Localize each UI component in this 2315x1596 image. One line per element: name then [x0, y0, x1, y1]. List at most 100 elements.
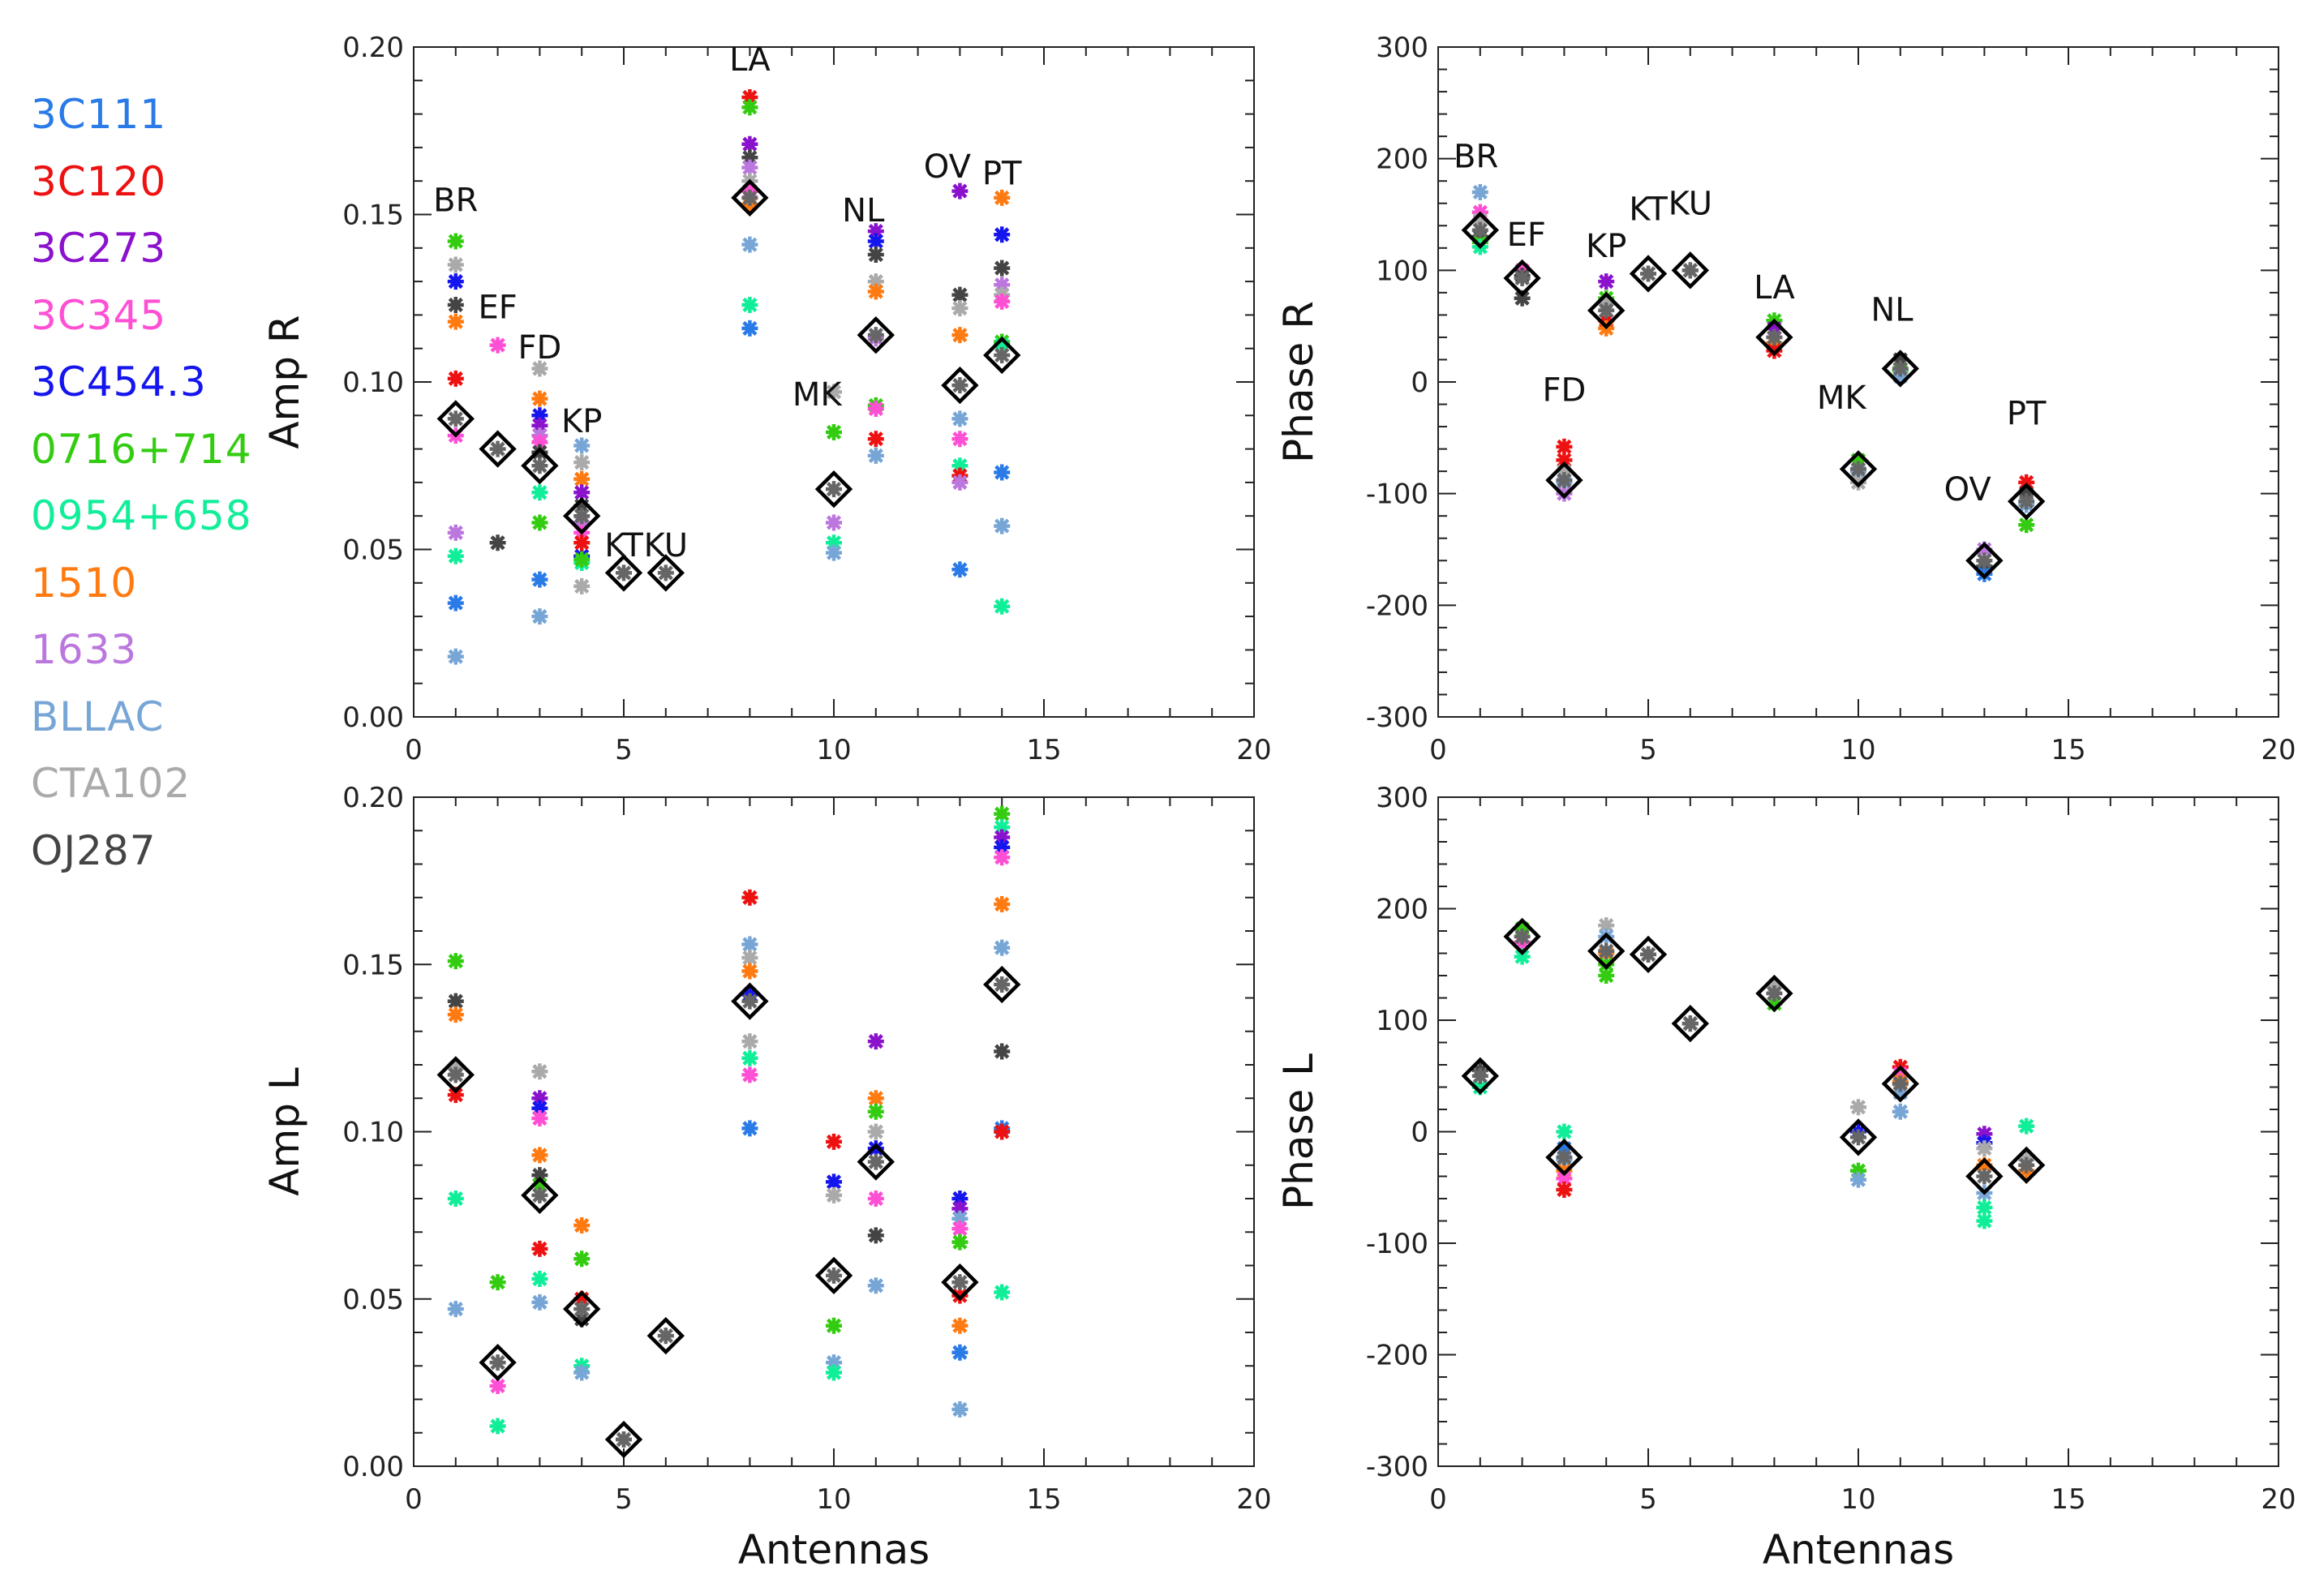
- data-point-3c454-3: [994, 839, 1011, 856]
- average-diamond: [563, 497, 601, 535]
- data-point-bllac: [573, 437, 591, 454]
- average-diamond: [436, 1056, 475, 1094]
- data-point-3c120: [1556, 438, 1573, 455]
- data-point-3c454-3: [447, 273, 464, 290]
- data-point-0954-658: [447, 547, 464, 564]
- data-point-3c273: [1976, 1126, 1993, 1143]
- data-point-0716-714: [531, 514, 548, 531]
- x-tick-label: 10: [816, 734, 851, 766]
- legend-item-0716-714: 0716+714: [31, 425, 252, 473]
- data-point-1510: [994, 896, 1011, 912]
- data-point-3c273: [1598, 273, 1615, 290]
- antenna-label: MK: [792, 376, 844, 414]
- average-diamond: [436, 400, 475, 438]
- data-point-bllac: [994, 517, 1011, 534]
- data-point-0954-658: [2018, 1118, 2035, 1135]
- data-point-3c111: [1976, 565, 1993, 582]
- average-star: [1514, 928, 1531, 945]
- average-star: [1976, 1168, 1993, 1185]
- data-point-cta102: [826, 1186, 842, 1203]
- x-tick-label: 10: [1840, 734, 1875, 766]
- data-point-3c111: [951, 561, 969, 578]
- data-point-3c345: [951, 1221, 969, 1238]
- antenna-label: LA: [729, 41, 771, 79]
- data-point-0954-658: [994, 598, 1011, 615]
- data-point-3c454-3: [994, 226, 1011, 243]
- x-tick-label: 20: [2261, 1483, 2296, 1516]
- data-point-0954-658: [447, 1191, 464, 1207]
- average-star: [1766, 985, 1783, 1002]
- average-star: [1471, 221, 1488, 238]
- data-point-bllac: [1892, 1084, 1909, 1101]
- data-point-0716-714: [1766, 995, 1783, 1012]
- average-diamond: [1965, 1157, 2004, 1195]
- average-star: [1640, 946, 1656, 963]
- data-point-oj287: [951, 286, 969, 303]
- data-point-1633: [826, 514, 842, 531]
- data-point-3c345: [867, 1191, 884, 1207]
- data-point-3c120: [573, 1290, 591, 1307]
- legend-item-3c454-3: 3C454.3: [31, 358, 207, 405]
- y-tick-label: 0.20: [342, 32, 404, 64]
- data-point-1633: [741, 159, 758, 176]
- average-star: [1681, 1015, 1699, 1032]
- data-point-3c345: [994, 293, 1011, 310]
- data-point-3c454-3: [867, 1140, 884, 1157]
- data-point-cta102: [1850, 474, 1866, 491]
- data-point-cta102: [1850, 1099, 1866, 1116]
- data-point-3c111: [741, 1120, 758, 1137]
- data-point-3c273: [1766, 320, 1783, 337]
- data-point-3c345: [531, 434, 548, 451]
- average-diamond: [1629, 255, 1668, 293]
- average-star: [1556, 472, 1573, 489]
- y-tick-label: 300: [1376, 32, 1428, 64]
- data-point-cta102: [951, 300, 969, 317]
- x-tick-label: 5: [1639, 1483, 1657, 1516]
- x-tick-label: 15: [1026, 1483, 1061, 1516]
- data-point-cta102: [531, 360, 548, 377]
- legend-item-0954-658: 0954+658: [31, 492, 252, 539]
- data-point-1510: [867, 283, 884, 300]
- y-tick-label: 0.15: [342, 949, 404, 981]
- panel-amp_l: 0 5 10 15 20 0.00 0.05 0.10 0.15 0.20 Amp L Antenna…: [261, 782, 1272, 1573]
- average-diamond: [1545, 461, 1583, 500]
- average-star: [447, 1066, 464, 1083]
- average-star: [489, 440, 506, 457]
- average-diamond: [731, 178, 769, 217]
- average-diamond: [983, 336, 1021, 375]
- data-point-0716-714: [867, 1103, 884, 1120]
- average-star: [1850, 461, 1866, 478]
- data-point-3c120: [951, 1287, 969, 1304]
- legend: 3C111 3C120 3C273 3C345 3C454.3 0716+714 0954+…: [31, 81, 252, 884]
- data-point-bllac: [573, 1364, 591, 1381]
- data-point-cta102: [1471, 212, 1488, 229]
- data-point-3c273: [531, 417, 548, 434]
- data-point-1510: [531, 1147, 548, 1164]
- average-diamond: [1755, 318, 1793, 357]
- data-point-bllac: [1892, 1103, 1909, 1120]
- data-point-0954-658: [1976, 1212, 1993, 1229]
- data-point-3c120: [741, 889, 758, 906]
- data-point-0716-714: [447, 953, 464, 970]
- data-point-3c454-3: [531, 407, 548, 424]
- panel-phase_r: 0 5 10 15 20 -300 -200 -100 0 100 200 300 Phase R BR E…: [1275, 32, 2296, 766]
- data-point-3c120: [573, 534, 591, 551]
- antenna-label: KP: [1586, 228, 1626, 265]
- average-star: [1850, 1129, 1866, 1146]
- x-tick-label: 0: [405, 1483, 423, 1516]
- average-diamond: [1461, 1057, 1499, 1095]
- data-point-bllac: [951, 1401, 969, 1418]
- data-point-0954-658: [951, 457, 969, 474]
- x-tick-label: 15: [2051, 1483, 2085, 1516]
- data-point-0716-714: [951, 1233, 969, 1251]
- data-point-bllac: [741, 236, 758, 253]
- data-point-bllac: [447, 1301, 464, 1318]
- antenna-label: PT: [2007, 395, 2047, 432]
- y-tick-label: 0.10: [342, 1117, 404, 1149]
- antenna-label: OV: [1944, 471, 1992, 508]
- data-point-cta102: [573, 577, 591, 594]
- average-star: [573, 508, 591, 525]
- average-markers: [1461, 917, 2046, 1195]
- data-point-1510: [741, 963, 758, 980]
- data-point-oj287: [489, 534, 506, 551]
